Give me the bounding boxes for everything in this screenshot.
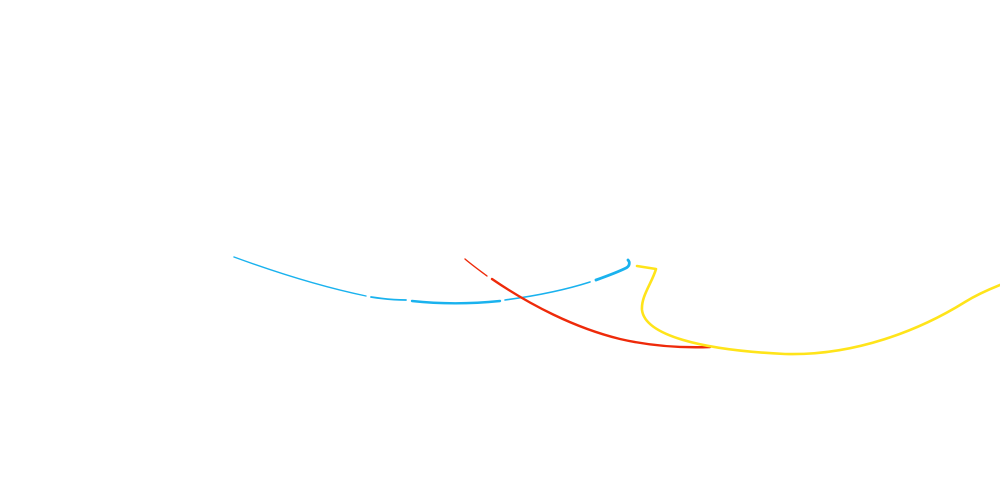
blue-stroke-segment-left <box>233 256 367 297</box>
blue-stroke-segment-tip <box>594 258 631 282</box>
blue-stroke-segment-right <box>504 281 591 301</box>
red-stroke-segment-main <box>490 277 712 349</box>
red-stroke <box>464 258 712 349</box>
yellow-stroke <box>635 264 1000 356</box>
blue-stroke-segment-mid <box>370 296 407 301</box>
blue-stroke <box>233 256 631 305</box>
blue-stroke-segment-center <box>410 299 502 305</box>
red-stroke-segment-start <box>464 258 488 277</box>
yellow-stroke-segment-main <box>635 264 1000 356</box>
